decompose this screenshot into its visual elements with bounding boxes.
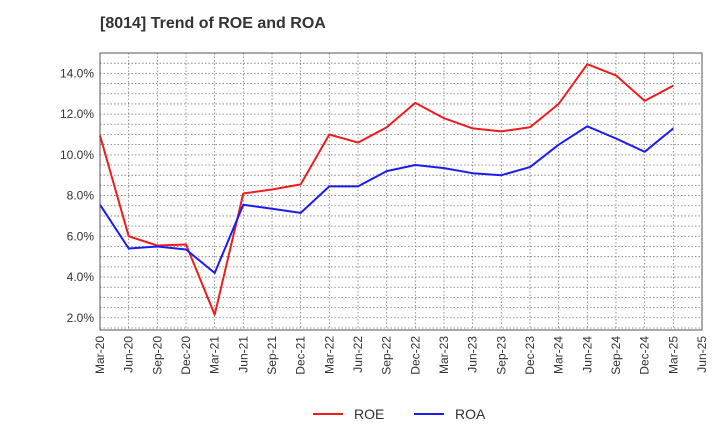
x-tick-label: Mar-21 — [208, 336, 222, 374]
x-tick-label: Dec-21 — [294, 336, 308, 375]
y-axis-tick-labels: 2.0% 4.0% 6.0% 8.0% 10.0% 12.0% 14.0% — [60, 66, 94, 324]
series-line-roa — [99, 125, 674, 274]
legend: ROE ROA — [313, 406, 486, 422]
chart-title: [8014] Trend of ROE and ROA — [100, 15, 326, 32]
x-tick-label: Mar-22 — [322, 336, 336, 374]
y-tick-label: 8.0% — [67, 189, 95, 203]
x-tick-label: Sep-24 — [609, 336, 623, 375]
series-line-roe — [99, 63, 674, 316]
series-lines — [99, 63, 674, 316]
y-tick-label: 12.0% — [60, 107, 94, 121]
x-tick-label: Dec-22 — [408, 336, 422, 375]
x-tick-label: Sep-20 — [150, 336, 164, 375]
x-tick-label: Mar-24 — [552, 336, 566, 374]
x-tick-label: Sep-21 — [265, 336, 279, 375]
plot-frame — [99, 52, 703, 331]
x-tick-label: Mar-23 — [437, 336, 451, 374]
x-tick-label: Dec-23 — [523, 336, 537, 375]
x-tick-label: Jun-25 — [695, 336, 709, 373]
x-tick-label: Jun-23 — [466, 336, 480, 373]
grid-lines — [99, 52, 703, 330]
x-tick-label: Mar-25 — [666, 336, 680, 374]
x-tick-label: Jun-24 — [580, 336, 594, 373]
x-tick-label: Jun-20 — [122, 336, 136, 373]
x-tick-label: Sep-23 — [494, 336, 508, 375]
y-tick-label: 14.0% — [60, 66, 94, 80]
y-tick-label: 10.0% — [60, 148, 94, 162]
x-tick-label: Jun-21 — [236, 336, 250, 373]
x-axis-tick-labels: Mar-20 Jun-20 Sep-20 Dec-20 Mar-21 Jun-21 Sep-… — [93, 336, 709, 375]
legend-label-roe: ROE — [354, 406, 384, 422]
x-tick-label: Sep-22 — [380, 336, 394, 375]
legend-label-roa: ROA — [455, 406, 486, 422]
x-tick-label: Dec-24 — [638, 336, 652, 375]
x-tick-label: Jun-22 — [351, 336, 365, 373]
x-tick-label: Mar-20 — [93, 336, 107, 374]
x-tick-label: Dec-20 — [179, 336, 193, 375]
y-tick-label: 4.0% — [67, 270, 95, 284]
y-tick-label: 6.0% — [67, 229, 95, 243]
y-tick-label: 2.0% — [67, 311, 95, 325]
